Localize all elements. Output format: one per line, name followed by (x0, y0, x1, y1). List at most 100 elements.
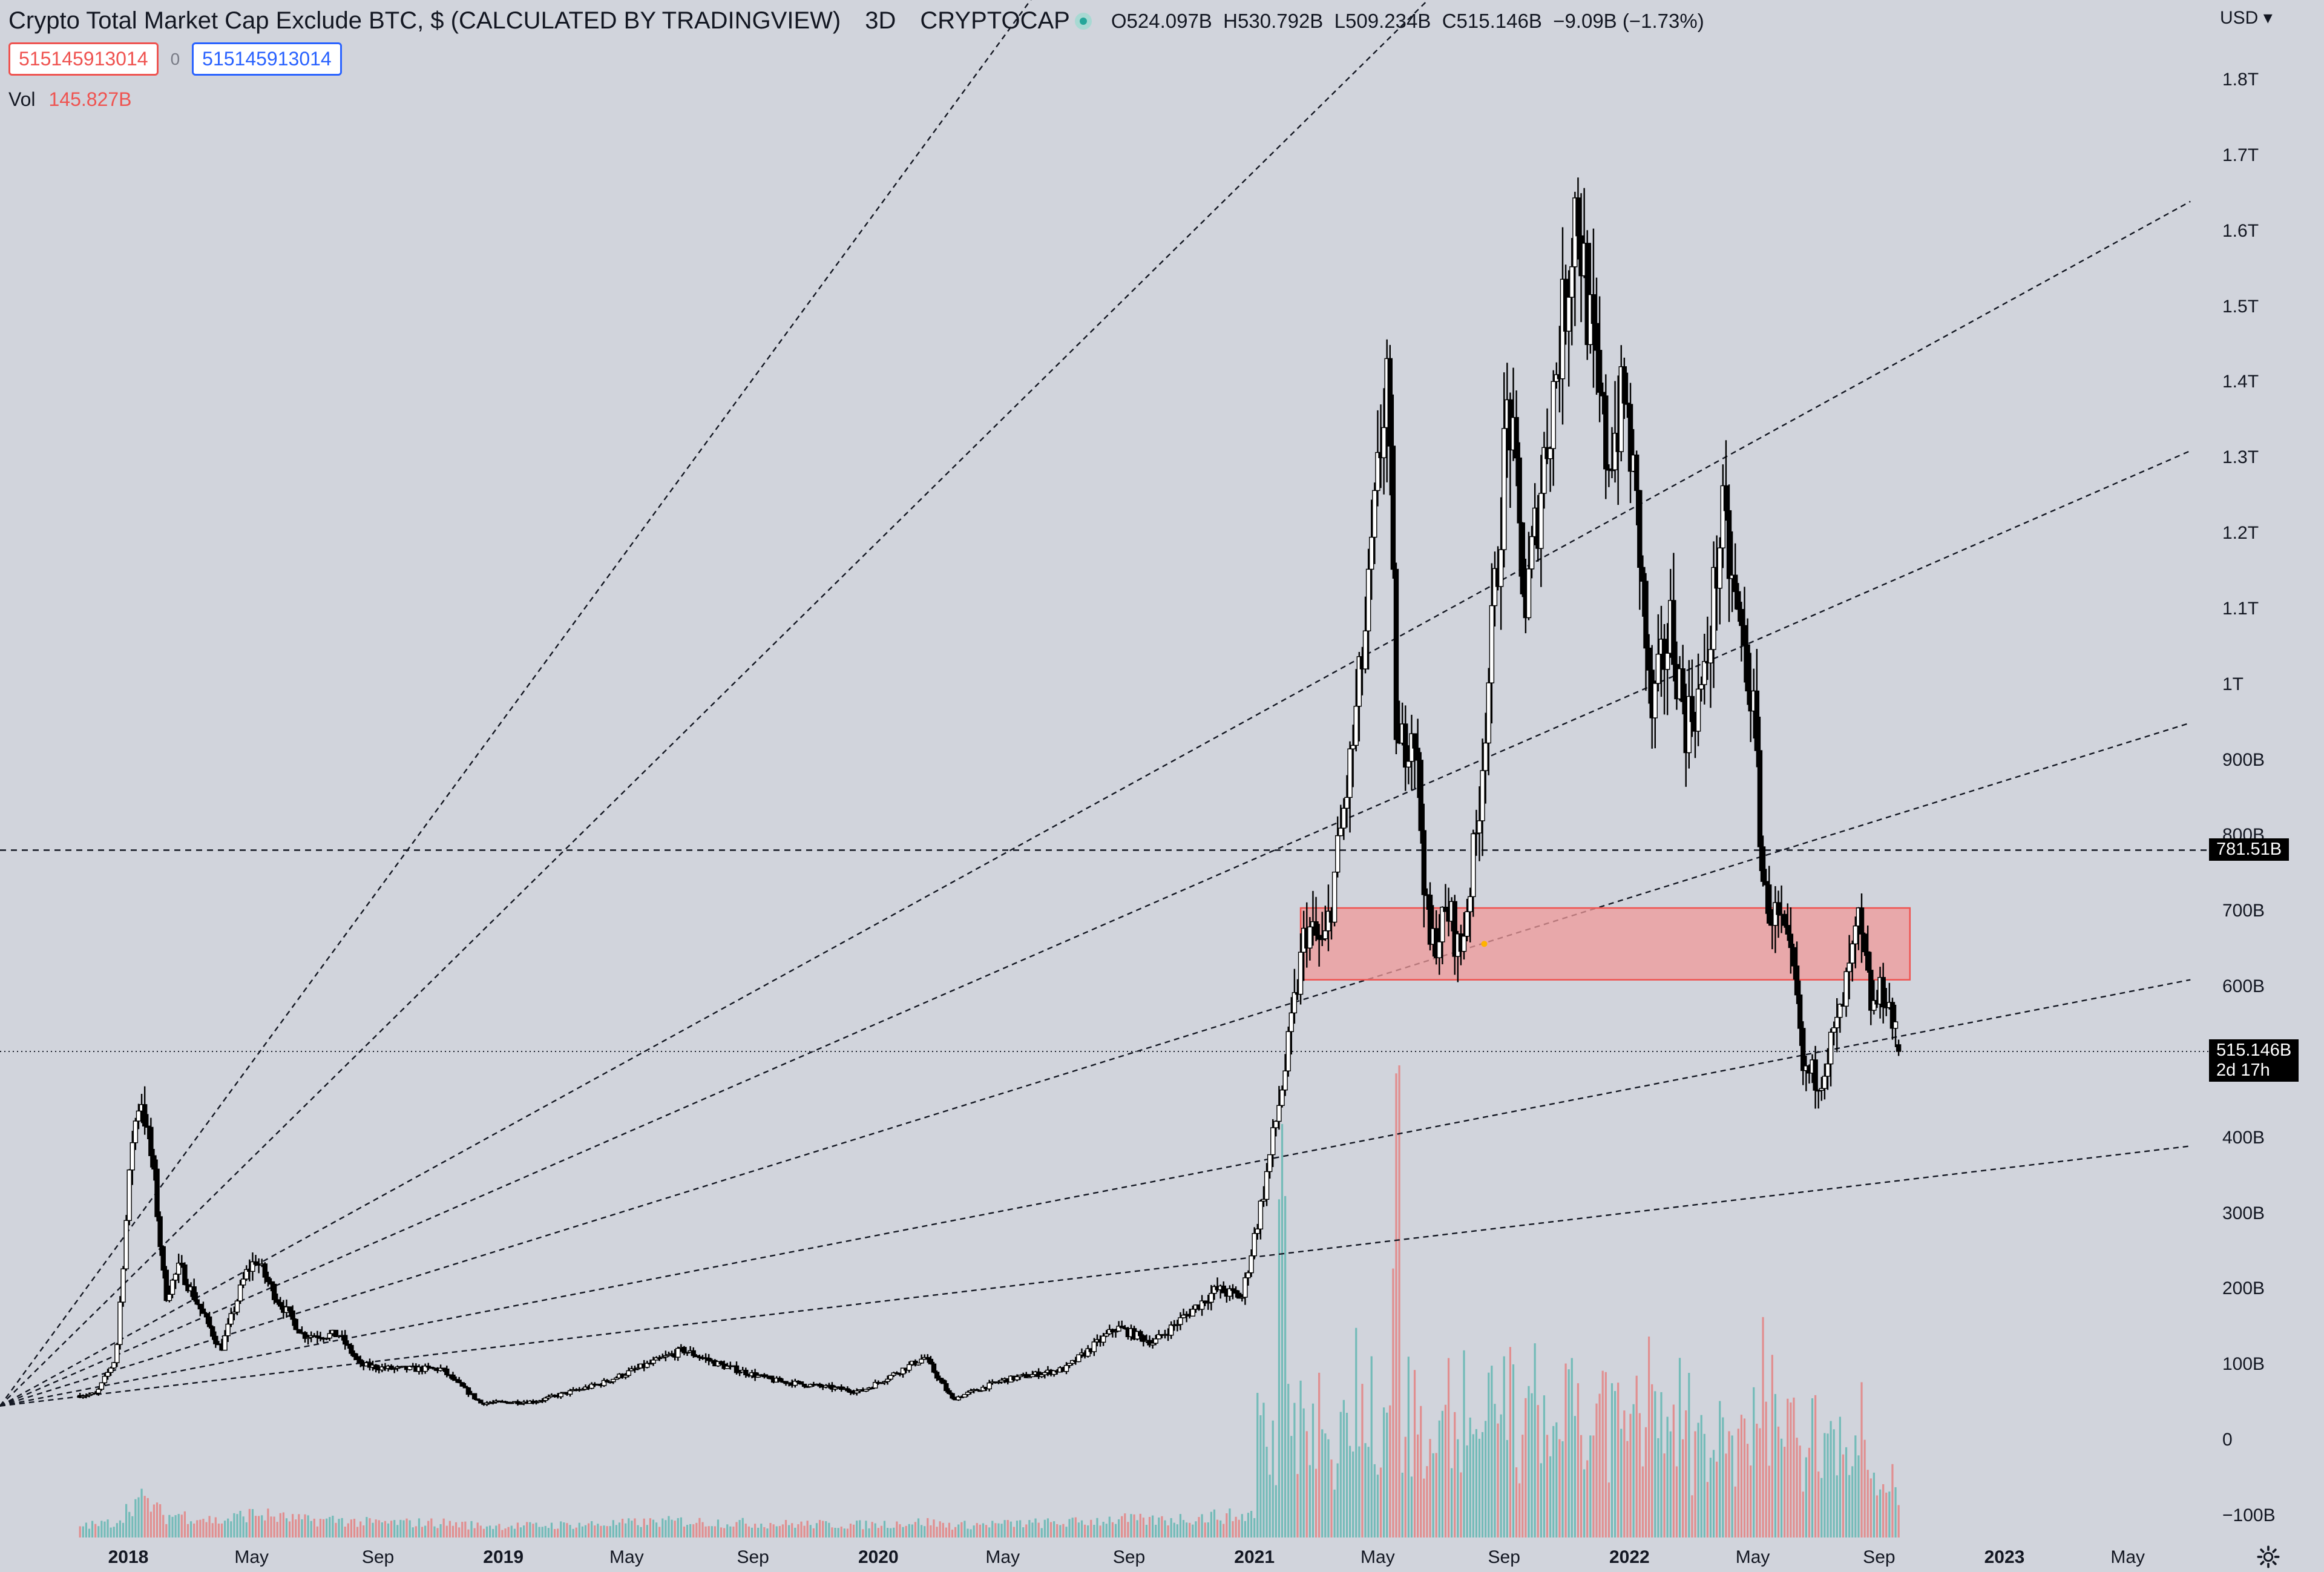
volume-bar (1746, 1444, 1749, 1537)
candle-body (1039, 1374, 1045, 1377)
volume-bar (1253, 1518, 1256, 1537)
volume-bar (1358, 1446, 1361, 1537)
volume-bar (516, 1522, 519, 1537)
volume-bar (1053, 1521, 1055, 1537)
volume-bar (292, 1514, 294, 1537)
volume-bar (698, 1518, 701, 1537)
candle-body (1246, 1272, 1251, 1278)
candle-body (940, 1380, 946, 1384)
volume-bar (1324, 1433, 1327, 1537)
volume-bar (1164, 1520, 1166, 1537)
volume-bar (772, 1524, 775, 1537)
volume-bar (1845, 1447, 1848, 1537)
volume-bar (578, 1522, 580, 1537)
horizontal-lines[interactable] (0, 849, 2209, 1052)
volume-bar (828, 1522, 830, 1537)
trendline (0, 979, 2191, 1407)
volume-bar (609, 1526, 611, 1537)
volume-bar (1777, 1426, 1780, 1537)
volume-bar (563, 1522, 565, 1537)
volume-bar (1546, 1435, 1549, 1537)
volume-bar (744, 1524, 747, 1537)
gear-icon[interactable] (2256, 1545, 2280, 1569)
candle-body (1273, 1120, 1279, 1128)
volume-bar (985, 1525, 988, 1537)
volume-bar (960, 1522, 963, 1537)
volume-bar (658, 1527, 661, 1537)
volume-bar (1407, 1357, 1410, 1537)
volume-bar (1737, 1429, 1739, 1537)
volume-legend[interactable]: Vol 145.827B (8, 88, 132, 111)
volume-bar (202, 1519, 205, 1537)
support-zone[interactable] (1299, 907, 1911, 981)
volume-bar (529, 1522, 531, 1537)
volume-bar (1521, 1435, 1524, 1537)
candle-body (105, 1372, 111, 1377)
candle-body (1369, 536, 1374, 570)
candle-body (1403, 723, 1408, 768)
candle-body (1474, 832, 1479, 835)
volume-bar (1447, 1358, 1450, 1537)
candle-body (123, 1220, 129, 1269)
candle-body (145, 1125, 151, 1128)
symbol-title[interactable]: Crypto Total Market Cap Exclude BTC, $ (… (8, 7, 841, 34)
candle-body (1514, 416, 1519, 459)
volume-bar (498, 1524, 501, 1537)
candle-body (885, 1378, 890, 1383)
volume-bar (865, 1521, 867, 1537)
volume-bar (1500, 1414, 1502, 1537)
candle-body (962, 1393, 968, 1398)
currency-selector[interactable]: USD ▾ (2220, 7, 2273, 28)
volume-bar (448, 1521, 451, 1537)
candle-body (1113, 1330, 1118, 1333)
candle-body (1190, 1309, 1196, 1317)
candle-body (666, 1354, 672, 1357)
candle-body (1199, 1300, 1205, 1310)
volume-bar (1158, 1517, 1160, 1537)
price-axis-label: 200B (2222, 1278, 2265, 1299)
volume-bar (1136, 1520, 1138, 1537)
volume-bar (242, 1516, 245, 1537)
fan-trendlines[interactable] (0, 0, 2191, 1407)
candle-body (968, 1390, 974, 1393)
candle-body (660, 1357, 666, 1359)
volume-bar (310, 1521, 312, 1537)
volume-bar (1531, 1393, 1533, 1537)
volume-bar (276, 1522, 278, 1537)
candle-body (1791, 947, 1797, 967)
volume-bar (1139, 1513, 1141, 1537)
price-axis-label: 900B (2222, 749, 2265, 770)
candle-body (999, 1380, 1005, 1383)
candle-body (1338, 827, 1344, 837)
volume-bar (1059, 1525, 1062, 1537)
volume-bar (1709, 1458, 1712, 1537)
volume-bar (97, 1526, 100, 1537)
candle-body (1230, 1288, 1236, 1291)
volume-bar (587, 1523, 590, 1537)
volume-bar (1299, 1380, 1302, 1537)
candle-body (1698, 684, 1704, 690)
volume-bar (788, 1525, 790, 1537)
candle-body (1529, 536, 1535, 570)
order-badges: 515145913014 0 515145913014 (8, 42, 342, 76)
sell-price-button[interactable]: 515145913014 (8, 42, 159, 76)
volume-bar (110, 1527, 112, 1537)
candle-body (888, 1375, 893, 1380)
volume-bar (282, 1512, 284, 1537)
volume-bar (1558, 1439, 1561, 1537)
candle-body (1646, 647, 1652, 671)
candle-body (148, 1126, 154, 1156)
volume-bar (1882, 1484, 1885, 1537)
candle-body (1227, 1288, 1233, 1297)
volume-bar (1173, 1522, 1175, 1537)
volume-bar (1805, 1457, 1807, 1537)
interval-label[interactable]: 3D (865, 7, 896, 34)
volume-bar (1275, 1485, 1277, 1537)
candle-body (1794, 965, 1800, 996)
buy-price-button[interactable]: 515145913014 (192, 42, 342, 76)
candle-body (1344, 797, 1350, 809)
low-label: L (1334, 9, 1346, 32)
high-label: H (1223, 9, 1238, 32)
candle-body (96, 1389, 101, 1394)
